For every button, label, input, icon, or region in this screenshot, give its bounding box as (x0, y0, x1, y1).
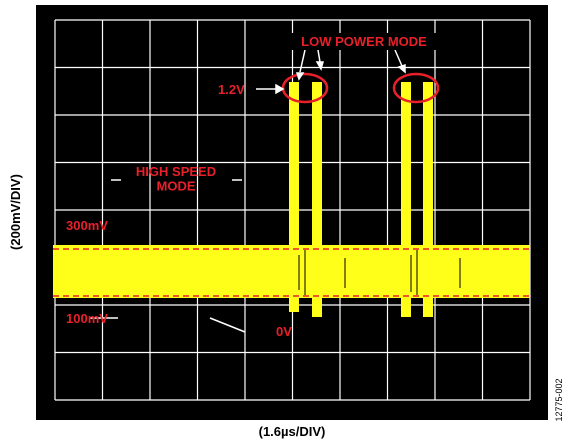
y-axis-label: (200mV/DIV) (8, 174, 23, 250)
annotation: 1.2V (218, 82, 245, 97)
annotation: 300mV (66, 218, 108, 233)
page: LOW POWER MODE 1.2V HIGH SPEEDMODE 300mV… (0, 0, 568, 445)
annotation: 100mV (66, 311, 108, 326)
figure: LOW POWER MODE 1.2V HIGH SPEEDMODE 300mV… (0, 0, 568, 440)
annotation: LOW POWER MODE (301, 34, 427, 49)
annotation: 0V (276, 324, 292, 339)
x-axis-label: (1.6µs/DIV) (259, 424, 326, 439)
figure-id: 12775-002 (554, 378, 564, 421)
